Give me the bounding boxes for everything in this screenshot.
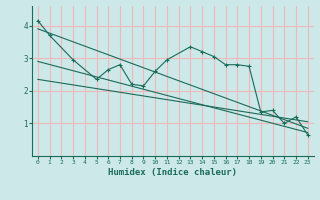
X-axis label: Humidex (Indice chaleur): Humidex (Indice chaleur) [108,168,237,177]
